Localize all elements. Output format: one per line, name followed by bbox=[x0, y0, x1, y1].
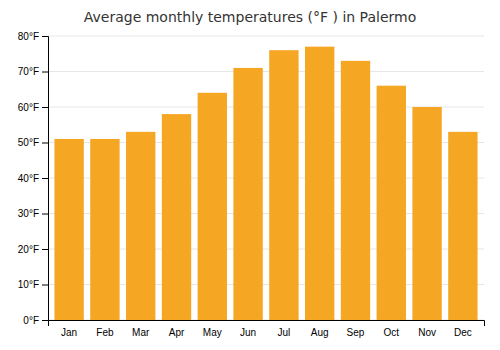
tick: Nov bbox=[418, 327, 436, 338]
tick: 70°F bbox=[18, 66, 48, 77]
tick-label: Sep bbox=[347, 327, 365, 338]
tick-mark bbox=[42, 178, 48, 179]
tick: 40°F bbox=[18, 173, 48, 184]
bar bbox=[90, 139, 119, 320]
tick: Jun bbox=[240, 327, 256, 338]
bar bbox=[126, 132, 155, 320]
bar bbox=[198, 93, 227, 320]
tick-label: 60°F bbox=[18, 102, 39, 113]
tick-label: Nov bbox=[418, 327, 436, 338]
tick-label: Mar bbox=[132, 327, 150, 338]
tick-label: 0°F bbox=[23, 315, 39, 326]
grid-line bbox=[48, 36, 484, 37]
tick: Feb bbox=[96, 327, 114, 338]
tick-label: Oct bbox=[384, 327, 400, 338]
bar bbox=[448, 132, 477, 320]
tick: 20°F bbox=[18, 244, 48, 255]
tick-label: Jun bbox=[240, 327, 256, 338]
bar bbox=[162, 114, 191, 320]
tick-label: Feb bbox=[96, 327, 114, 338]
tick: 80°F bbox=[18, 31, 48, 42]
tick-mark bbox=[42, 143, 48, 144]
tick-mark bbox=[42, 214, 48, 215]
title: Average monthly temperatures (°F ) in Pa… bbox=[84, 9, 416, 25]
bar bbox=[412, 107, 441, 320]
tick: 0°F bbox=[23, 315, 48, 326]
tick: 50°F bbox=[18, 137, 48, 148]
tick-label: Aug bbox=[311, 327, 329, 338]
tick-label: 50°F bbox=[18, 137, 39, 148]
tick: 10°F bbox=[18, 279, 48, 290]
chart: 0°F 10°F 20°F 30°F 40°F 50°F 60°F 70°F 80°F Jan Fe… bbox=[0, 0, 500, 350]
tick-mark bbox=[42, 107, 48, 108]
grid bbox=[48, 36, 484, 320]
tick-label: Jul bbox=[277, 327, 290, 338]
tick-mark bbox=[42, 249, 48, 250]
bar bbox=[233, 68, 262, 320]
tick-label: Apr bbox=[169, 327, 185, 338]
tick-label: Jan bbox=[61, 327, 77, 338]
tick-label: 20°F bbox=[18, 244, 39, 255]
tick: Dec bbox=[454, 327, 472, 338]
plot: 0°F 10°F 20°F 30°F 40°F 50°F 60°F 70°F 80°F Jan Fe… bbox=[18, 31, 485, 338]
tick-mark bbox=[42, 72, 48, 73]
tick: Oct bbox=[384, 327, 400, 338]
bars bbox=[54, 47, 477, 320]
bar bbox=[269, 50, 298, 320]
bar bbox=[341, 61, 370, 320]
tick: May bbox=[203, 327, 222, 338]
tick-mark bbox=[42, 36, 48, 37]
tick: Aug bbox=[311, 327, 329, 338]
tick: 60°F bbox=[18, 102, 48, 113]
tick-label: 10°F bbox=[18, 279, 39, 290]
tick: Jan bbox=[61, 327, 77, 338]
bar bbox=[54, 139, 83, 320]
tick-label: 30°F bbox=[18, 208, 39, 219]
tick: Jul bbox=[277, 327, 290, 338]
tick: Mar bbox=[132, 327, 150, 338]
tick-label: 40°F bbox=[18, 173, 39, 184]
axis-line bbox=[49, 321, 485, 327]
tick-label: 70°F bbox=[18, 66, 39, 77]
tick-label: Dec bbox=[454, 327, 472, 338]
tick-label: May bbox=[203, 327, 222, 338]
x-axis: Jan Feb Mar Apr May Jun Jul Aug Sep Oct Nov Dec bbox=[49, 321, 485, 339]
tick-label: 80°F bbox=[18, 31, 39, 42]
y-axis: 0°F 10°F 20°F 30°F 40°F 50°F 60°F 70°F 80°F bbox=[18, 31, 49, 326]
tick-mark bbox=[42, 320, 48, 321]
tick: Sep bbox=[347, 327, 365, 338]
bar bbox=[305, 47, 334, 320]
bar bbox=[377, 86, 406, 320]
grid-line bbox=[48, 71, 484, 72]
tick-mark bbox=[42, 285, 48, 286]
tick: Apr bbox=[169, 327, 185, 338]
axis-line bbox=[42, 37, 49, 321]
tick: 30°F bbox=[18, 208, 48, 219]
